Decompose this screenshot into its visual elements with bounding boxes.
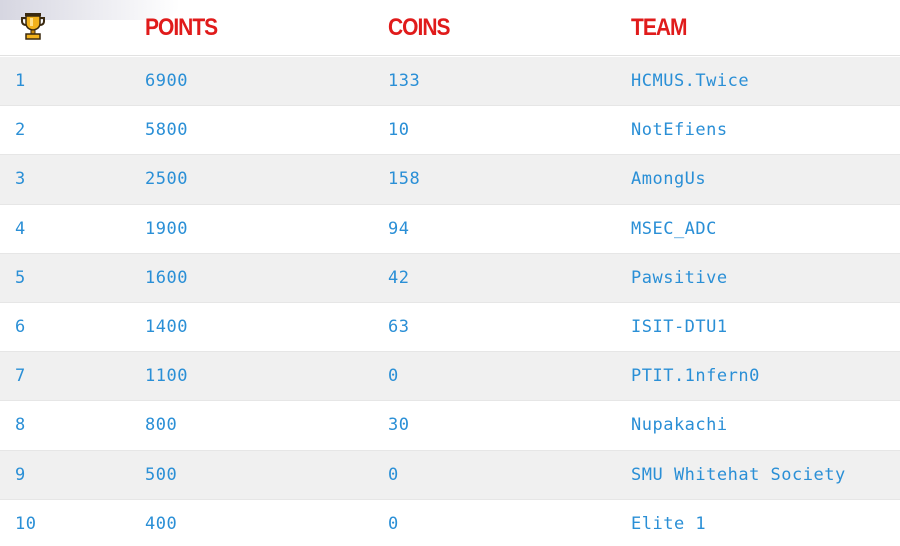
team-header[interactable]: TEAM bbox=[631, 13, 687, 41]
team-cell[interactable]: HCMUS.Twice bbox=[631, 71, 750, 92]
table-row[interactable]: 8 800 30 Nupakachi bbox=[0, 401, 900, 451]
team-cell[interactable]: Elite 1 bbox=[631, 513, 707, 534]
rank-cell: 2 bbox=[15, 120, 26, 141]
rank-cell: 6 bbox=[15, 317, 26, 338]
coins-header[interactable]: COINS bbox=[388, 13, 451, 41]
rank-cell: 10 bbox=[15, 513, 37, 534]
team-cell[interactable]: Pawsitive bbox=[631, 267, 728, 288]
coins-cell: 42 bbox=[388, 267, 410, 288]
rank-cell: 5 bbox=[15, 267, 26, 288]
scoreboard-header: POINTS COINS TEAM bbox=[0, 0, 900, 56]
team-cell[interactable]: AmongUs bbox=[631, 169, 707, 190]
team-cell[interactable]: Nupakachi bbox=[631, 415, 728, 436]
coins-cell: 0 bbox=[388, 513, 399, 534]
table-row[interactable]: 7 1100 0 PTIT.1nfern0 bbox=[0, 352, 900, 402]
points-cell: 1600 bbox=[145, 267, 188, 288]
rank-cell: 3 bbox=[15, 169, 26, 190]
table-row[interactable]: 3 2500 158 AmongUs bbox=[0, 155, 900, 205]
rank-cell: 8 bbox=[15, 415, 26, 436]
table-row[interactable]: 5 1600 42 Pawsitive bbox=[0, 253, 900, 303]
coins-cell: 133 bbox=[388, 71, 421, 92]
trophy-icon bbox=[21, 13, 45, 40]
coins-cell: 158 bbox=[388, 169, 421, 190]
points-cell: 500 bbox=[145, 464, 178, 485]
points-cell: 2500 bbox=[145, 169, 188, 190]
team-cell[interactable]: ISIT-DTU1 bbox=[631, 317, 728, 338]
header-glow bbox=[0, 0, 180, 20]
points-cell: 5800 bbox=[145, 120, 188, 141]
rank-cell: 7 bbox=[15, 366, 26, 387]
rank-cell: 4 bbox=[15, 218, 26, 239]
team-cell[interactable]: SMU Whitehat Society bbox=[631, 464, 846, 485]
table-row[interactable]: 6 1400 63 ISIT-DTU1 bbox=[0, 303, 900, 353]
team-cell[interactable]: NotEfiens bbox=[631, 120, 728, 141]
table-row[interactable]: 2 5800 10 NotEfiens bbox=[0, 106, 900, 156]
points-cell: 1900 bbox=[145, 218, 188, 239]
coins-cell: 10 bbox=[388, 120, 410, 141]
coins-cell: 94 bbox=[388, 218, 410, 239]
table-row[interactable]: 4 1900 94 MSEC_ADC bbox=[0, 204, 900, 254]
rank-cell: 9 bbox=[15, 464, 26, 485]
team-cell[interactable]: MSEC_ADC bbox=[631, 218, 717, 239]
coins-cell: 0 bbox=[388, 366, 399, 387]
points-header[interactable]: POINTS bbox=[145, 13, 218, 41]
table-row[interactable]: 1 6900 133 HCMUS.Twice bbox=[0, 57, 900, 107]
points-cell: 800 bbox=[145, 415, 178, 436]
points-cell: 400 bbox=[145, 513, 178, 534]
table-row[interactable]: 10 400 0 Elite 1 bbox=[0, 499, 900, 546]
coins-cell: 0 bbox=[388, 464, 399, 485]
coins-cell: 63 bbox=[388, 317, 410, 338]
table-row[interactable]: 9 500 0 SMU Whitehat Society bbox=[0, 450, 900, 500]
coins-cell: 30 bbox=[388, 415, 410, 436]
points-cell: 1100 bbox=[145, 366, 188, 387]
team-cell[interactable]: PTIT.1nfern0 bbox=[631, 366, 760, 387]
points-cell: 1400 bbox=[145, 317, 188, 338]
points-cell: 6900 bbox=[145, 71, 188, 92]
rank-cell: 1 bbox=[15, 71, 26, 92]
